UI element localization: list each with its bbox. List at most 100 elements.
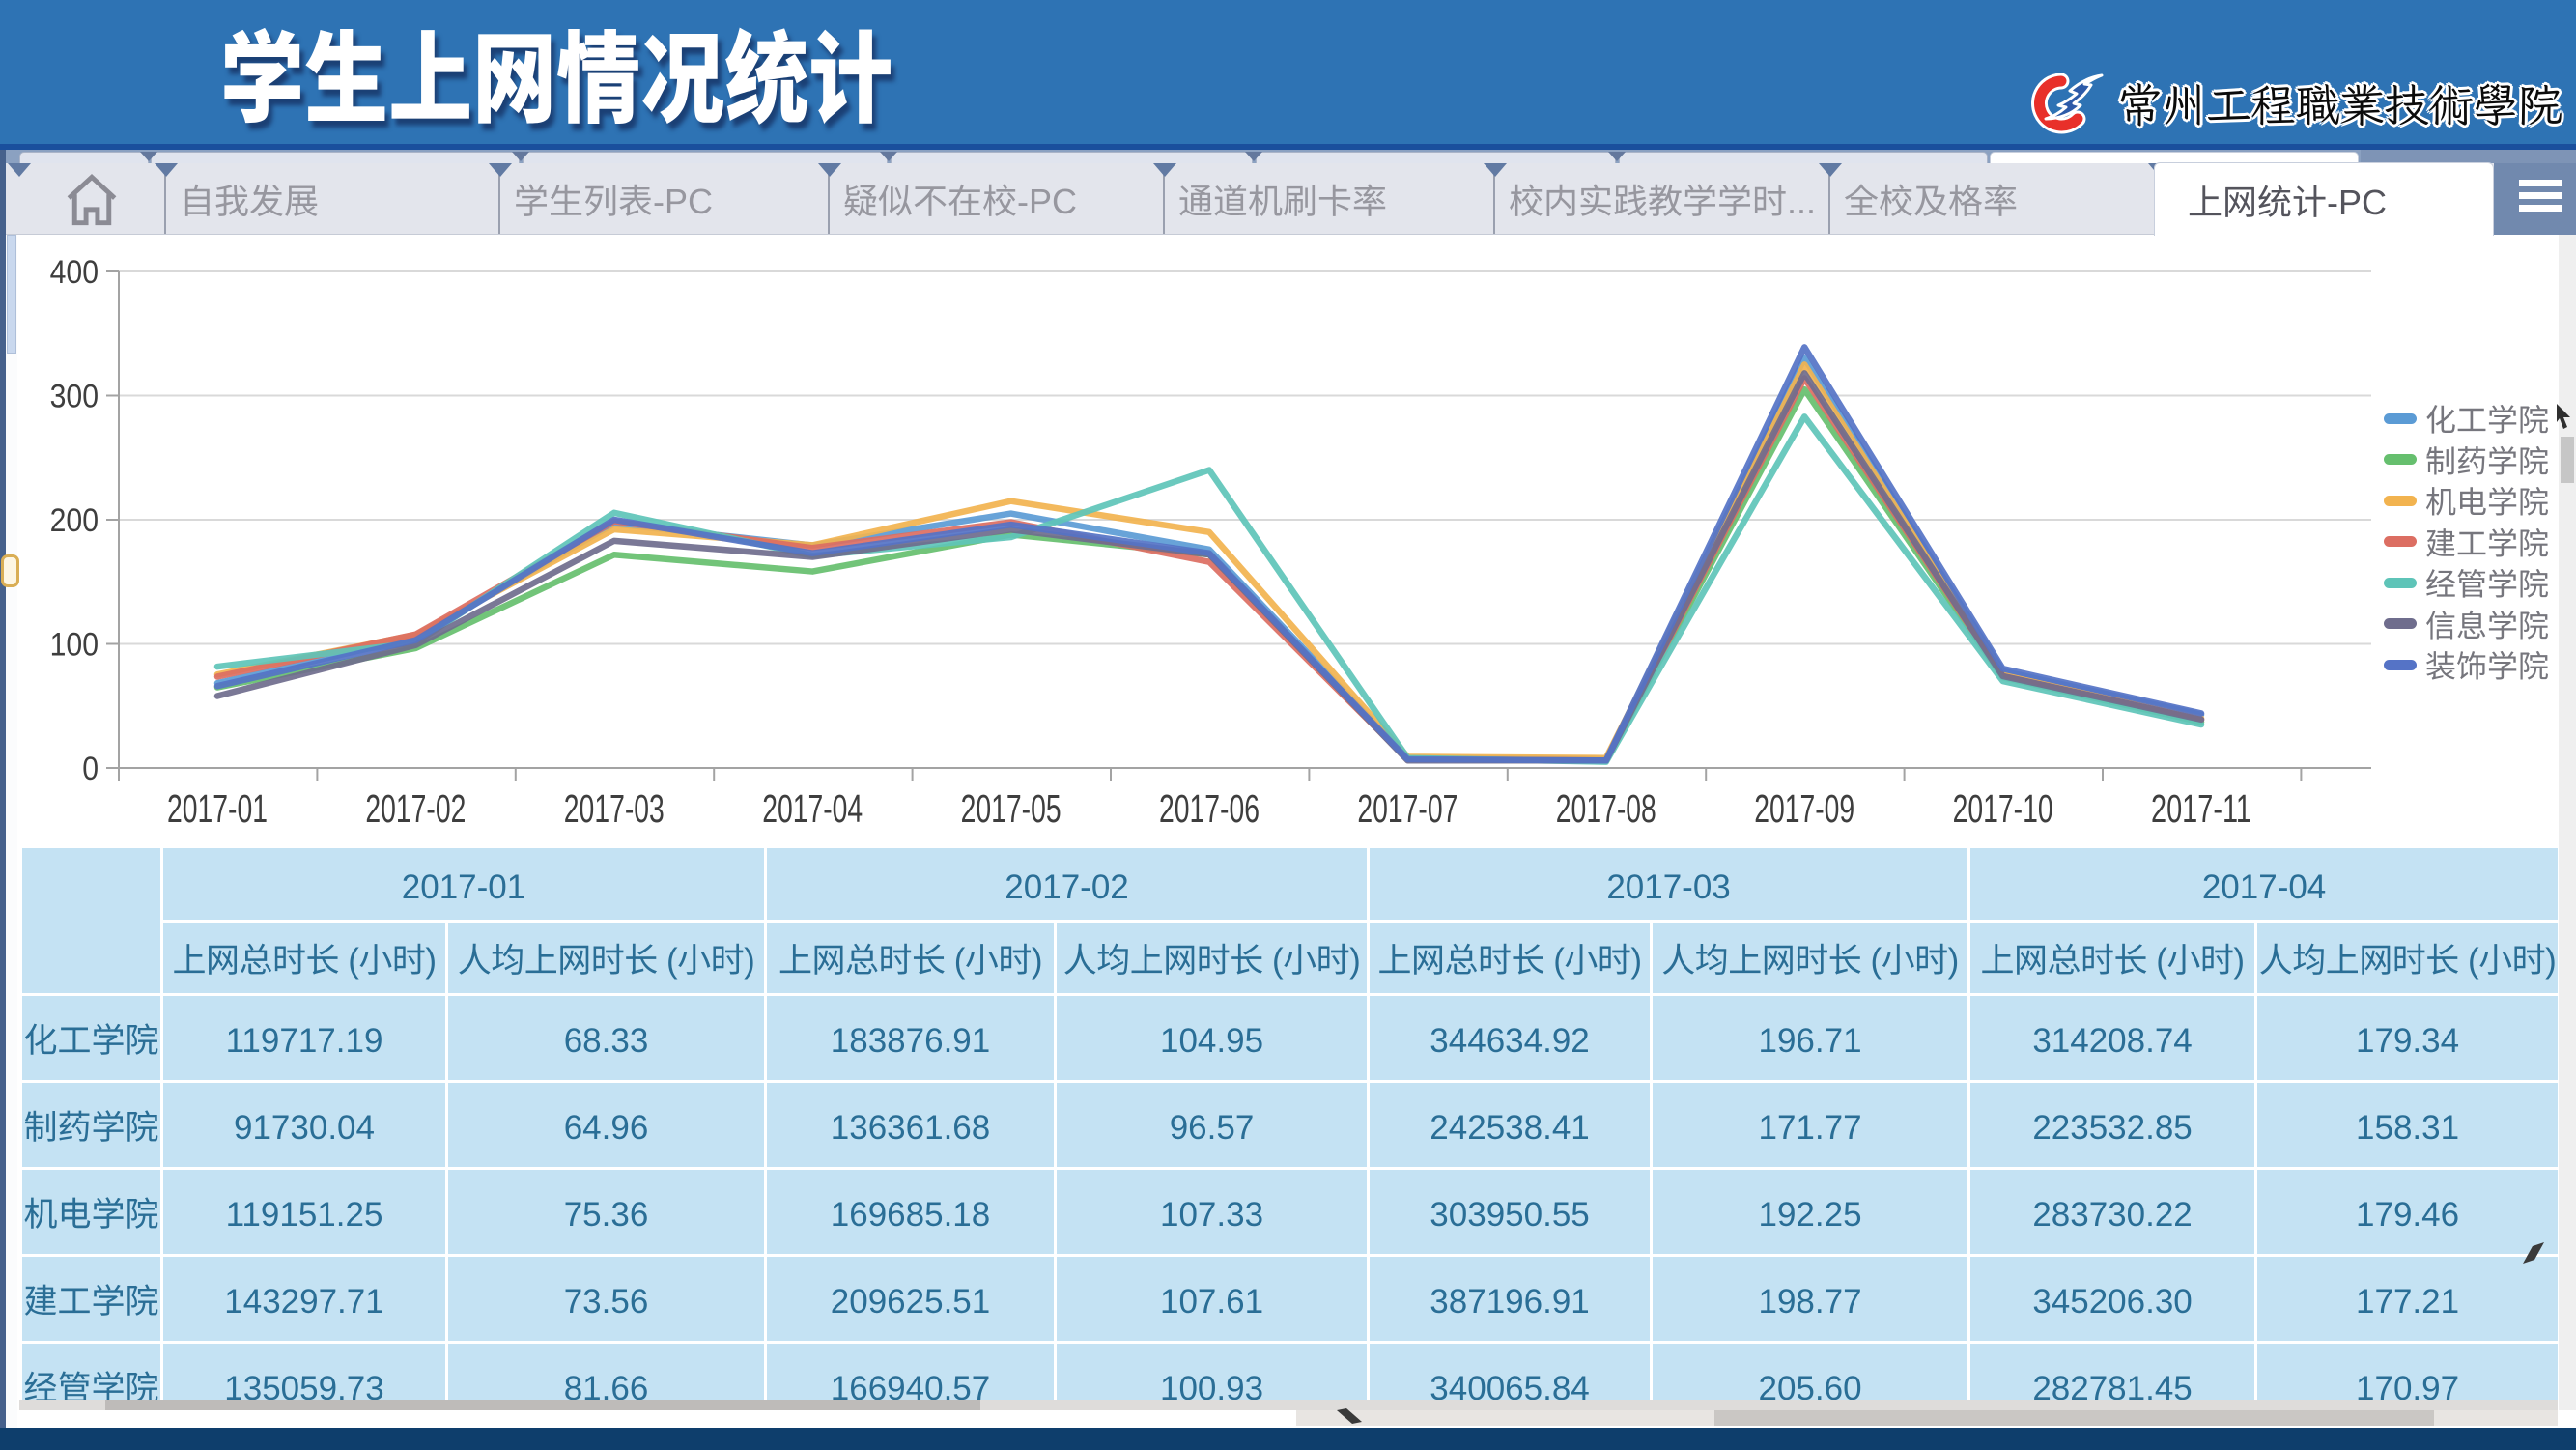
tab-label: 疑似不在校-PC: [843, 173, 1077, 224]
x-axis-tick-label: 2017-05: [961, 786, 1062, 831]
table-cell: 177.21: [2257, 1257, 2558, 1341]
stats-table-wrap: 2017-01 2017-02 2017-03 2017-04 上网总时长 (小时) 人均…: [19, 845, 2558, 1403]
y-axis-tick-label: 0: [82, 751, 99, 787]
table-month-header: 2017-01: [163, 848, 765, 920]
table-cell: 64.96: [448, 1083, 765, 1167]
table-row: 经管学院 135059.73 81.66 166940.57 100.93 340065.…: [22, 1344, 2558, 1403]
table-cell: 119717.19: [163, 996, 445, 1080]
table-cell: 344634.92: [1370, 996, 1651, 1080]
table-cell: 68.33: [448, 996, 765, 1080]
page-title: 学生上网情况统计: [220, 0, 893, 143]
tab-item-1[interactable]: 自我发展: [166, 163, 500, 234]
line-chart: 0 100 200 300 400 2017-01 2017-02 2017-03 2017-0…: [0, 235, 2576, 845]
table-row-header: 经管学院: [22, 1344, 160, 1403]
chart-graphic: 2017-01 2017-02 2017-03 2017-04: [22, 848, 2558, 993]
left-scrollbar-thumb[interactable]: [7, 235, 16, 354]
chart-line-机电学院: [213, 361, 2205, 761]
chart-graphic: 上网总时长 (小时) 人均上网时长 (小时) 上网总时长 (小时) 人均上网时长 (小…: [22, 923, 2558, 993]
table-sub-header: 人均上网时长 (小时): [1653, 923, 1968, 993]
x-axis-tick-label: 2017-09: [1754, 786, 1854, 831]
table-hscrollbar-thumb[interactable]: [105, 1400, 980, 1410]
legend-item-3[interactable]: 机电学院: [2384, 478, 2550, 524]
table-hscrollbar-track[interactable]: [19, 1400, 2558, 1410]
table-row: 制药学院 91730.04 64.96 136361.68 96.57 242538.41…: [22, 1083, 2558, 1167]
table-sub-header: 人均上网时长 (小时): [2257, 923, 2558, 993]
table-row-header: 机电学院: [22, 1170, 160, 1254]
table-cell: 143297.71: [163, 1257, 445, 1341]
table-cell: 205.60: [1653, 1344, 1968, 1403]
legend-marker: [2384, 495, 2417, 506]
table-cell: 179.34: [2257, 996, 2558, 1080]
school-logo-text: 常州工程職業技術學院: [2117, 74, 2562, 134]
table-cell: 169685.18: [767, 1170, 1055, 1254]
x-axis-tick-label: 2017-07: [1357, 786, 1458, 831]
tab-label: 自我发展: [180, 173, 320, 224]
chart-line-建工学院: [213, 375, 2205, 764]
tab-item-4[interactable]: 通道机刷卡率: [1165, 163, 1495, 234]
vertical-scrollbar-thumb[interactable]: [2561, 437, 2574, 483]
legend-label: 制药学院: [2425, 437, 2550, 482]
cursor-artifact-2: [2523, 1242, 2544, 1264]
legend-item-6[interactable]: 信息学院: [2384, 602, 2549, 646]
tab-item-6[interactable]: 全校及格率: [1830, 163, 2160, 234]
table-row: 建工学院 143297.71 73.56 209625.51 107.61 387196.…: [22, 1257, 2558, 1341]
table-sub-header: 人均上网时长 (小时): [1057, 923, 1368, 993]
tab-item-3[interactable]: 疑似不在校-PC: [830, 163, 1165, 234]
cursor-artifact-1: [1337, 1408, 1362, 1424]
background-tab-notch: [880, 152, 897, 161]
legend-label: 建工学院: [2425, 519, 2550, 564]
chart-graphic: [67, 173, 117, 200]
table-cell: 314208.74: [1970, 996, 2255, 1080]
tab-notch: [489, 163, 512, 177]
legend-label: 经管学院: [2425, 560, 2550, 606]
background-tab-notch: [140, 152, 157, 161]
chart-graphic: [1337, 1408, 1362, 1424]
vertical-scrollbar-track[interactable]: [2559, 235, 2576, 1410]
table-sub-header: 上网总时长 (小时): [767, 923, 1055, 993]
legend-item-4[interactable]: 建工学院: [2384, 519, 2550, 564]
hamburger-menu-button[interactable]: [2494, 163, 2576, 235]
legend-marker: [2384, 618, 2417, 630]
background-tab-right-fill: [2361, 150, 2576, 163]
school-logo: 常州工程職業技術學院: [2021, 73, 2562, 135]
school-logo-icon: [2031, 73, 2104, 134]
legend-item-7[interactable]: 装饰学院: [2384, 642, 2549, 687]
x-axis-tick-label: 2017-01: [167, 786, 268, 831]
table-sub-header: 上网总时长 (小时): [1970, 923, 2255, 993]
table-cell: 91730.04: [163, 1083, 445, 1167]
line-chart-canvas: 0 100 200 300 400 2017-01 2017-02 2017-03 2017-0…: [50, 254, 2371, 831]
table-cell: 303950.55: [1370, 1170, 1651, 1254]
legend-item-1[interactable]: 化工学院: [2384, 396, 2549, 441]
page-hscrollbar-thumb[interactable]: [1714, 1410, 2434, 1426]
legend-item-2[interactable]: 制药学院: [2384, 437, 2550, 482]
mouse-cursor: [2557, 404, 2570, 429]
tab-item-2[interactable]: 学生列表-PC: [500, 163, 830, 234]
table-cell: 196.71: [1653, 996, 1968, 1080]
background-tab-active: [1990, 152, 2359, 164]
x-axis-tick-label: 2017-08: [1556, 786, 1656, 831]
tab-home[interactable]: [19, 163, 166, 234]
table-cell: 100.93: [1057, 1344, 1368, 1403]
y-axis-tick-label: 100: [50, 627, 99, 664]
table-cell: 198.77: [1653, 1257, 1968, 1341]
table-cell: 107.33: [1057, 1170, 1368, 1254]
y-axis-tick-label: 200: [50, 502, 99, 539]
table-cell: 158.31: [2257, 1083, 2558, 1167]
table-cell: 183876.91: [767, 996, 1055, 1080]
header-band: 学生上网情况统计 常州工程職業技術學院: [0, 0, 2576, 144]
hamburger-icon-bar-1: [2519, 180, 2562, 186]
tab-item-5[interactable]: 校内实践教学学时...: [1495, 163, 1830, 234]
tab-notch: [1819, 163, 1842, 177]
chart-line-经管学院: [213, 413, 2205, 765]
hamburger-icon-bar-3: [2519, 205, 2562, 212]
table-cell: 104.95: [1057, 996, 1368, 1080]
table-sub-header: 上网总时长 (小时): [163, 923, 445, 993]
table-cell: 136361.68: [767, 1083, 1055, 1167]
tab-active[interactable]: 上网统计-PC: [2154, 162, 2494, 236]
table-month-header: 2017-04: [1970, 848, 2558, 920]
table-month-header: 2017-03: [1370, 848, 1968, 920]
tab-notch: [8, 163, 31, 177]
legend-item-5[interactable]: 经管学院: [2384, 560, 2550, 606]
tab-bar: 自我发展 学生列表-PC 疑似不在校-PC 通道机刷卡率 校内实践教学学时... 全校及格…: [6, 163, 2576, 235]
legend-label: 机电学院: [2425, 478, 2550, 524]
